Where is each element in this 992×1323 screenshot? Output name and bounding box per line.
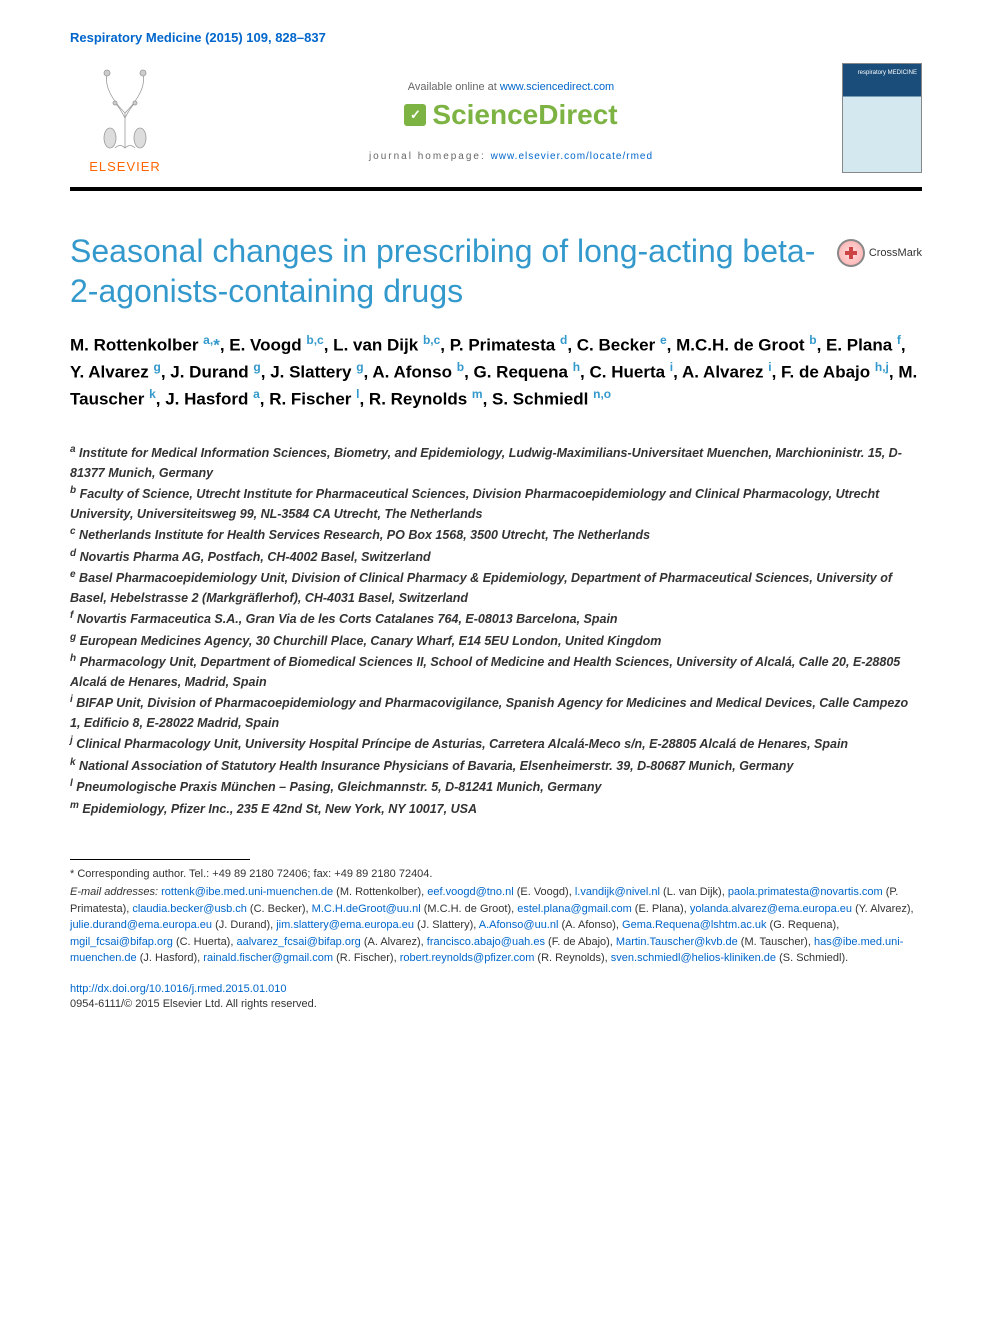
sciencedirect-badge-icon: ✓ — [404, 104, 426, 126]
email-link[interactable]: robert.reynolds@pfizer.com — [400, 952, 535, 964]
email-link[interactable]: jim.slattery@ema.europa.eu — [276, 919, 414, 931]
crossmark-badge[interactable]: CrossMark — [837, 239, 922, 267]
email-link[interactable]: claudia.becker@usb.ch — [132, 903, 247, 915]
doi-line: http://dx.doi.org/10.1016/j.rmed.2015.01… — [70, 983, 922, 995]
affiliation-item: i BIFAP Unit, Division of Pharmacoepidem… — [70, 692, 922, 733]
email-link[interactable]: eef.voogd@tno.nl — [427, 886, 513, 898]
publisher-header: ELSEVIER Available online at www.science… — [70, 63, 922, 191]
journal-cover-image: respiratory MEDICINE — [842, 63, 922, 173]
available-online-text: Available online at www.sciencedirect.co… — [408, 81, 614, 93]
email-link[interactable]: rainald.fischer@gmail.com — [203, 952, 333, 964]
copyright-line: 0954-6111/© 2015 Elsevier Ltd. All right… — [70, 998, 922, 1010]
email-link[interactable]: l.vandijk@nivel.nl — [575, 886, 660, 898]
affiliation-item: f Novartis Farmaceutica S.A., Gran Via d… — [70, 608, 922, 630]
email-link[interactable]: Gema.Requena@lshtm.ac.uk — [622, 919, 766, 931]
crossmark-icon — [837, 239, 865, 267]
affiliation-item: j Clinical Pharmacology Unit, University… — [70, 733, 922, 755]
corresponding-author: * Corresponding author. Tel.: +49 89 218… — [70, 868, 922, 880]
crossmark-label: CrossMark — [869, 247, 922, 259]
affiliation-item: g European Medicines Agency, 30 Churchil… — [70, 630, 922, 652]
email-link[interactable]: estel.plana@gmail.com — [517, 903, 632, 915]
journal-homepage-text: journal homepage: www.elsevier.com/locat… — [369, 151, 653, 162]
affiliation-item: c Netherlands Institute for Health Servi… — [70, 524, 922, 546]
sciencedirect-logo: ✓ ScienceDirect — [404, 99, 617, 131]
affiliation-item: e Basel Pharmacoepidemiology Unit, Divis… — [70, 567, 922, 608]
journal-cover-title: respiratory MEDICINE — [847, 70, 917, 76]
authors-list: M. Rottenkolber a,*, E. Voogd b,c, L. va… — [70, 331, 922, 412]
article-title: Seasonal changes in prescribing of long-… — [70, 231, 837, 311]
affiliation-item: l Pneumologische Praxis München – Pasing… — [70, 776, 922, 798]
sciencedirect-url-link[interactable]: www.sciencedirect.com — [500, 81, 614, 93]
affiliation-item: m Epidemiology, Pfizer Inc., 235 E 42nd … — [70, 798, 922, 820]
affiliation-item: b Faculty of Science, Utrecht Institute … — [70, 483, 922, 524]
affiliations-list: a Institute for Medical Information Scie… — [70, 442, 922, 819]
email-link[interactable]: paola.primatesta@novartis.com — [728, 886, 883, 898]
elsevier-label: ELSEVIER — [89, 159, 161, 174]
email-link[interactable]: rottenk@ibe.med.uni-muenchen.de — [161, 886, 333, 898]
email-addresses: E-mail addresses: rottenk@ibe.med.uni-mu… — [70, 884, 922, 967]
email-link[interactable]: yolanda.alvarez@ema.europa.eu — [690, 903, 852, 915]
email-link[interactable]: Martin.Tauscher@kvb.de — [616, 936, 738, 948]
email-link[interactable]: aalvarez_fcsai@bifap.org — [236, 936, 360, 948]
elsevier-tree-icon — [85, 63, 165, 153]
footnote-divider — [70, 859, 250, 860]
email-link[interactable]: sven.schmiedl@helios-kliniken.de — [611, 952, 776, 964]
doi-link[interactable]: http://dx.doi.org/10.1016/j.rmed.2015.01… — [70, 983, 287, 995]
email-link[interactable]: francisco.abajo@uah.es — [427, 936, 545, 948]
affiliation-item: k National Association of Statutory Heal… — [70, 755, 922, 777]
email-link[interactable]: mgil_fcsai@bifap.org — [70, 936, 173, 948]
email-link[interactable]: M.C.H.deGroot@uu.nl — [312, 903, 421, 915]
header-center: Available online at www.sciencedirect.co… — [180, 63, 842, 179]
email-link[interactable]: julie.durand@ema.europa.eu — [70, 919, 212, 931]
elsevier-logo: ELSEVIER — [70, 63, 180, 179]
email-link[interactable]: A.Afonso@uu.nl — [479, 919, 559, 931]
affiliation-item: d Novartis Pharma AG, Postfach, CH-4002 … — [70, 546, 922, 568]
affiliation-item: h Pharmacology Unit, Department of Biome… — [70, 651, 922, 692]
journal-reference: Respiratory Medicine (2015) 109, 828–837 — [70, 30, 922, 45]
affiliation-item: a Institute for Medical Information Scie… — [70, 442, 922, 483]
journal-homepage-link[interactable]: www.elsevier.com/locate/rmed — [491, 151, 654, 162]
